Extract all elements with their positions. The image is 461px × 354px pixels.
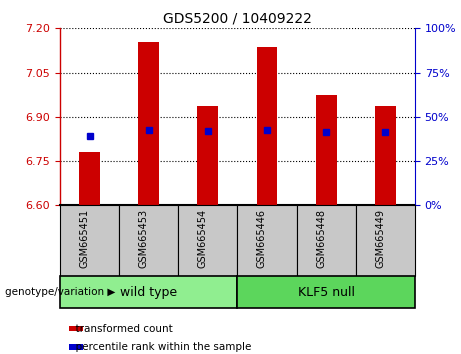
Bar [69,326,83,331]
Text: transformed count: transformed count [69,324,173,334]
Bar [60,276,237,308]
Bar [356,205,415,276]
Bar [79,152,100,205]
Text: percentile rank within the sample: percentile rank within the sample [69,342,252,352]
Bar [178,205,237,276]
Text: GSM665451: GSM665451 [79,209,89,268]
Bar [296,205,356,276]
Bar [69,344,83,350]
Bar [316,95,337,205]
Text: KLF5 null: KLF5 null [298,286,355,298]
Bar [237,276,415,308]
Text: GSM665448: GSM665448 [316,209,326,268]
Text: GSM665454: GSM665454 [198,209,208,268]
Bar [197,107,218,205]
Bar [257,47,278,205]
Title: GDS5200 / 10409222: GDS5200 / 10409222 [163,12,312,26]
Text: GSM665446: GSM665446 [257,209,267,268]
Text: genotype/variation ▶: genotype/variation ▶ [5,287,115,297]
Text: GSM665453: GSM665453 [139,209,148,268]
Bar [119,205,178,276]
Bar [138,41,159,205]
Text: wild type: wild type [120,286,177,298]
Bar [375,107,396,205]
Bar [237,205,296,276]
Text: GSM665449: GSM665449 [375,209,385,268]
Bar [60,205,119,276]
